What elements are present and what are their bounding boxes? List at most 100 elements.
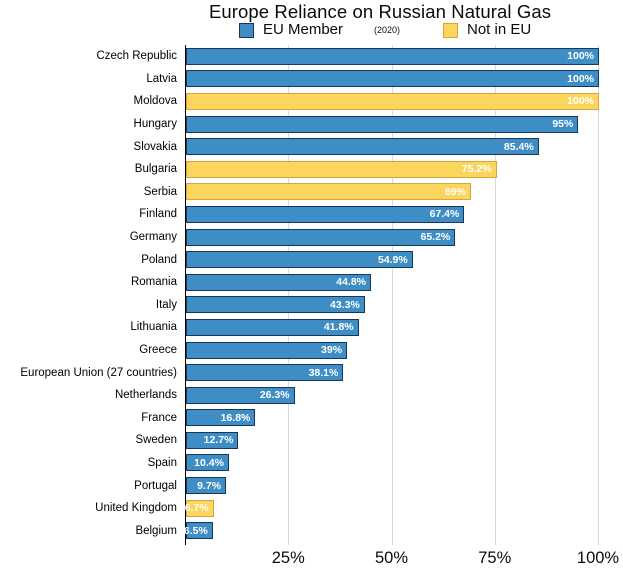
bar-eu-member: 10.4% [186, 454, 229, 472]
bar-eu-member: 95% [186, 115, 579, 133]
country-label: Lithuania [130, 321, 177, 334]
bar-eu-member: 85.4% [186, 138, 539, 156]
bar-row: Czech Republic 100% [96, 45, 599, 68]
bar-row: Serbia 69% [144, 181, 599, 204]
bar-row: Slovakia 85.4% [134, 135, 599, 158]
country-label: Finland [139, 208, 177, 221]
gridline-75 [494, 45, 496, 545]
bar-eu-member: 26.3% [186, 386, 295, 404]
country-label: Sweden [135, 434, 177, 447]
bar-eu-member: 44.8% [186, 273, 372, 291]
gridline-100 [598, 45, 599, 545]
country-label: Germany [129, 231, 177, 244]
country-label: Latvia [146, 72, 177, 85]
value-label: 9.7% [197, 479, 222, 492]
value-label: 65.2% [420, 231, 451, 244]
bar-row: Spain 10.4% [148, 452, 599, 475]
bar-row: United Kingdom 6.7% [95, 497, 599, 520]
bar-eu-member: 38.1% [186, 364, 344, 382]
bar-eu-member: 41.8% [186, 318, 359, 336]
country-label: United Kingdom [95, 502, 177, 515]
bar-not-in-eu: 6.7% [184, 499, 214, 517]
bar-not-in-eu: 69% [186, 183, 471, 201]
value-label: 10.4% [194, 456, 224, 469]
value-label: 41.8% [323, 321, 354, 334]
bar-eu-member: 12.7% [186, 431, 239, 449]
gridline-25 [288, 45, 290, 545]
country-label: France [141, 411, 177, 424]
bar-eu-member: 43.3% [186, 296, 365, 314]
country-label: Portugal [134, 479, 177, 492]
bar-eu-member: 65.2% [186, 228, 456, 246]
legend-swatch-not-in-eu [443, 23, 458, 38]
value-label: 95% [552, 118, 574, 131]
country-label: Netherlands [114, 389, 177, 402]
country-label: Greece [139, 344, 177, 357]
chart-title: Europe Reliance on Russian Natural Gas [208, 1, 552, 22]
bar-eu-member: 100% [186, 47, 599, 65]
value-label: 12.7% [203, 434, 234, 447]
bar-eu-member: 54.9% [186, 251, 413, 269]
bar-row: Hungary 95% [134, 113, 599, 136]
legend-label-not-in-eu: Not in EU [467, 21, 532, 38]
country-label: European Union (27 countries) [20, 366, 177, 379]
bar-not-in-eu: 100% [186, 92, 599, 110]
bar-row: Finland 67.4% [139, 203, 599, 226]
value-label: 100% [567, 95, 594, 108]
legend-swatch-eu-member [239, 23, 254, 38]
value-label: 6.7% [184, 502, 209, 515]
bar-row: European Union (27 countries) 38.1% [20, 361, 599, 384]
x-tick-label-75: 75% [478, 549, 512, 567]
country-label: Belgium [135, 524, 177, 537]
value-label: 26.3% [259, 389, 290, 402]
chart-subtitle: (2020) [374, 25, 401, 35]
x-tick-label-50: 50% [374, 549, 409, 567]
country-label: Bulgaria [134, 163, 177, 176]
legend-label-eu-member: EU Member [263, 21, 344, 38]
bar-row: Latvia 100% [146, 68, 599, 91]
bar-row: Poland 54.9% [141, 248, 599, 271]
bar-row: Portugal 9.7% [134, 474, 599, 497]
value-label: 16.8% [220, 411, 251, 424]
country-label: Poland [141, 253, 177, 266]
bar-eu-member: 100% [186, 70, 599, 88]
bar-row: France 16.8% [141, 407, 599, 430]
bar-row: Netherlands 26.3% [115, 384, 599, 407]
plot-area: Czech Republic 100% Latvia 100% Moldova 100% H… [20, 45, 599, 545]
value-label: 43.3% [330, 298, 360, 311]
value-label: 69% [444, 185, 466, 198]
bar-rows: Czech Republic 100% Latvia 100% Moldova 100% H… [20, 45, 599, 542]
bar-row: Italy 43.3% [156, 294, 599, 317]
bar-row: Moldova 100% [134, 90, 599, 113]
bar-eu-member: 9.7% [186, 477, 227, 495]
x-tick-label-100: 100% [576, 549, 620, 567]
gridline-50 [391, 45, 393, 545]
country-label: Hungary [133, 118, 177, 131]
value-label: 67.4% [429, 208, 460, 221]
bar-eu-member: 6.5% [183, 522, 213, 540]
value-label: 54.9% [377, 253, 408, 266]
bar-row: Germany 65.2% [130, 226, 599, 249]
value-label: 75.2% [461, 163, 492, 176]
bar-row: Romania 44.8% [131, 271, 599, 294]
value-label: 100% [567, 72, 594, 85]
bar-row: Sweden 12.7% [135, 429, 599, 452]
country-label: Romania [130, 276, 177, 289]
country-label: Spain [147, 456, 177, 469]
value-label: 6.5% [183, 524, 208, 537]
value-label: 39% [321, 344, 343, 357]
value-label: 100% [567, 50, 594, 63]
bar-row: Greece 39% [139, 339, 599, 362]
x-tick-label-25: 25% [271, 549, 305, 567]
country-label: Czech Republic [96, 50, 177, 63]
bar-eu-member: 67.4% [186, 205, 465, 223]
value-label: 38.1% [308, 366, 339, 379]
bar-eu-member: 16.8% [186, 409, 256, 427]
x-axis: 25% 50% 75% 100% [0, 549, 623, 574]
value-label: 85.4% [503, 140, 534, 153]
bar-row: Belgium 6.5% [135, 519, 599, 542]
bar-eu-member: 39% [186, 341, 348, 359]
country-label: Serbia [143, 185, 177, 198]
bar-not-in-eu: 75.2% [186, 160, 497, 178]
